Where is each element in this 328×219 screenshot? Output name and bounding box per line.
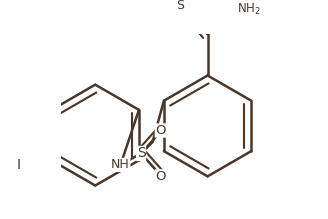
Text: S: S: [137, 147, 146, 161]
Text: NH$_2$: NH$_2$: [237, 2, 261, 17]
Text: O: O: [155, 124, 166, 137]
Text: NH: NH: [111, 158, 130, 171]
Text: S: S: [176, 0, 184, 12]
Text: I: I: [17, 158, 21, 172]
Text: O: O: [155, 170, 166, 183]
